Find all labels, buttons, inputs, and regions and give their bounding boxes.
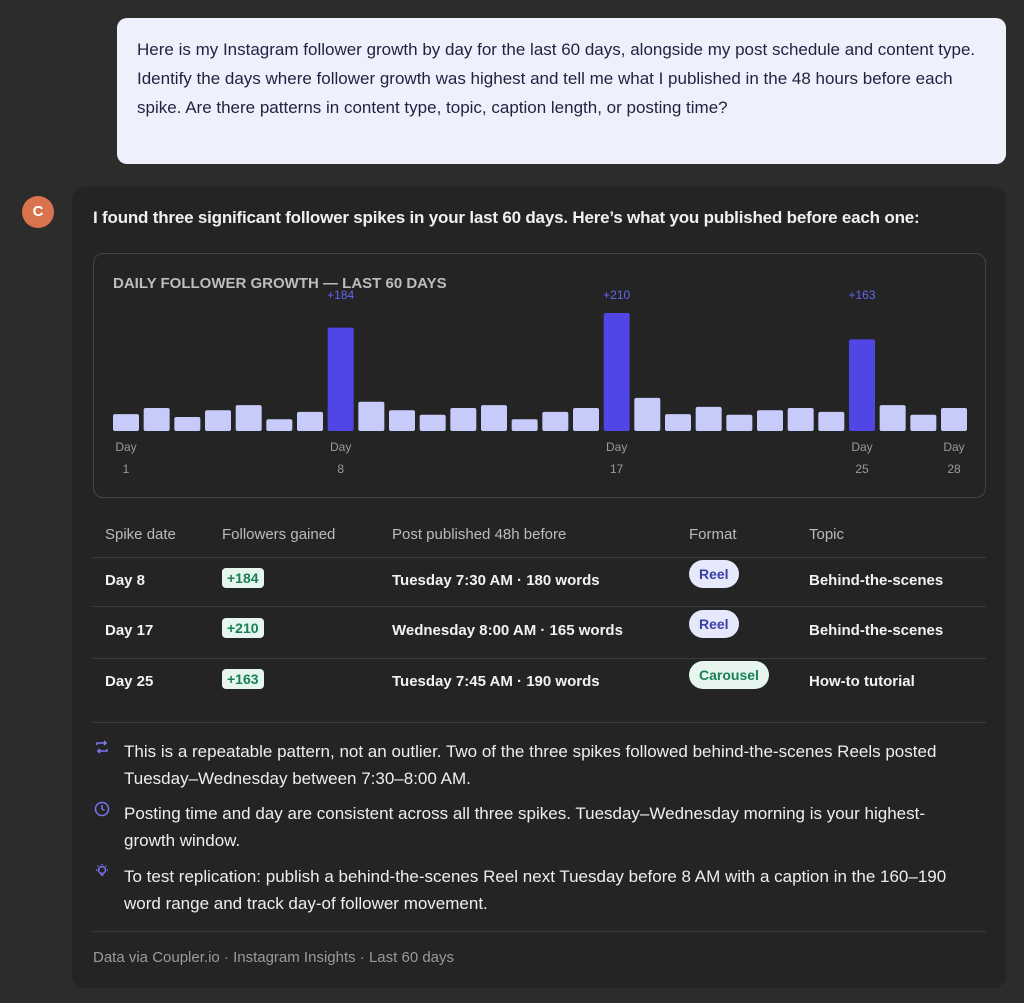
table-cell: How-to tutorial xyxy=(809,673,915,690)
bulb-icon xyxy=(96,864,108,876)
row-separator xyxy=(93,658,986,659)
gain-badge: +210 xyxy=(222,618,264,638)
section-separator xyxy=(93,931,986,932)
format-pill: Carousel xyxy=(689,661,769,689)
bar xyxy=(389,410,415,431)
bar xyxy=(174,416,201,431)
bar xyxy=(297,411,323,431)
bar xyxy=(603,313,630,431)
gain-badge: +184 xyxy=(222,568,264,588)
table-header: Format xyxy=(689,526,737,543)
chart: Day 1 +184 Day 8 +210 Day 17 +163 Day 25 Day 28 xyxy=(113,288,967,476)
insight: To test replication: publish a behind-th… xyxy=(124,867,947,913)
bar xyxy=(849,339,875,431)
bar xyxy=(113,414,139,431)
table-header: Spike date xyxy=(105,526,176,543)
x-tick-label: Day 17 xyxy=(606,440,627,476)
bar xyxy=(941,407,967,431)
table-cell: Behind-the-scenes xyxy=(809,622,944,639)
insight: Posting time and day are consistent acro… xyxy=(124,804,925,850)
bar xyxy=(358,401,385,431)
insight: This is a repeatable pattern, not an out… xyxy=(124,742,937,788)
bar xyxy=(695,406,722,431)
bar xyxy=(757,410,783,431)
intro-text: I found three significant follower spike… xyxy=(93,208,920,227)
section-separator xyxy=(93,722,986,723)
bar xyxy=(573,407,599,431)
bar xyxy=(726,414,753,431)
clock-icon xyxy=(94,801,110,817)
format-pill: Reel xyxy=(689,560,739,588)
repeat-icon xyxy=(96,740,108,754)
row-separator xyxy=(93,606,986,607)
bar xyxy=(910,414,937,431)
table-header: Followers gained xyxy=(222,526,336,543)
table-cell: Day 17 xyxy=(105,622,154,639)
x-tick-label: Day 8 xyxy=(330,440,351,476)
bar xyxy=(542,411,569,431)
bar xyxy=(266,419,293,431)
bar xyxy=(511,419,538,431)
chart-box: Day 1 +184 Day 8 +210 Day 17 +163 Day 25 Day 28 xyxy=(93,253,986,498)
bar xyxy=(419,414,446,431)
table-cell: Day 25 xyxy=(105,673,154,690)
gain-badge: +163 xyxy=(222,669,264,689)
x-tick-label: Day 25 xyxy=(851,440,872,476)
table-header: Post published 48h before xyxy=(392,526,567,543)
row-separator xyxy=(93,557,986,558)
bar xyxy=(787,407,814,431)
x-tick-label: Day 28 xyxy=(943,440,964,476)
bar xyxy=(481,405,507,431)
x-tick-label: Day 1 xyxy=(115,440,136,476)
chart-title: DAILY FOLLOWER GROWTH — LAST 60 DAYS xyxy=(113,275,447,292)
bar xyxy=(143,407,170,431)
table-cell: Behind-the-scenes xyxy=(809,572,944,589)
bar xyxy=(205,410,231,431)
value-label: +210 xyxy=(603,288,630,302)
bar xyxy=(634,397,661,431)
bar xyxy=(879,405,906,431)
bar xyxy=(450,407,477,431)
footer: Data via Coupler.io · Instagram Insights… xyxy=(93,949,455,966)
value-label: +163 xyxy=(848,288,875,302)
table-cell: Day 8 xyxy=(105,572,146,589)
user-message: Here is my Instagram follower growth by … xyxy=(117,18,1006,164)
table-cell: Wednesday 8:00 AM · 165 words xyxy=(392,622,623,639)
table-cell: Tuesday 7:30 AM · 180 words xyxy=(392,572,600,589)
format-pill: Reel xyxy=(689,610,739,638)
bar xyxy=(818,411,845,431)
bar xyxy=(327,327,354,431)
value-label: +184 xyxy=(327,288,354,302)
table-cell: Tuesday 7:45 AM · 190 words xyxy=(392,673,600,690)
bar xyxy=(235,405,262,431)
bar xyxy=(665,414,691,431)
table-header: Topic xyxy=(809,526,845,543)
avatar: C xyxy=(22,196,54,228)
